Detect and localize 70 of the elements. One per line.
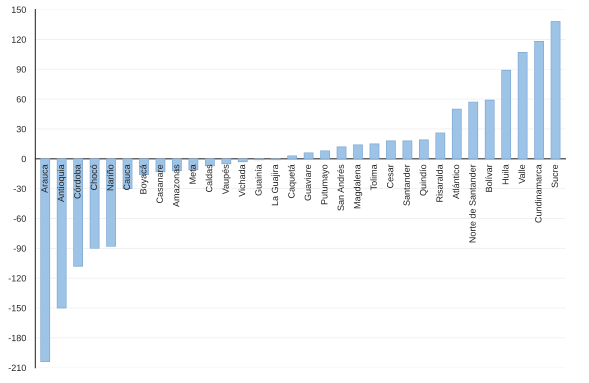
bar (287, 155, 298, 160)
bar (402, 140, 412, 160)
x-tick-label: Antioquia (57, 164, 66, 202)
y-tick-label: -210 (8, 364, 26, 372)
x-tick-label: Amazonas (173, 164, 180, 207)
x-tick-label: Guaviare (304, 164, 312, 201)
bar (304, 152, 314, 160)
x-tick-label: Boyacá (140, 164, 148, 194)
x-tick-label: Cundinamarca (534, 164, 542, 223)
x-tick-label: Nariño (106, 164, 114, 190)
x-tick-label: Risaralda (436, 164, 443, 202)
x-tick-label: Sucre (552, 164, 558, 188)
bar (484, 100, 495, 160)
y-tick-label: -90 (14, 245, 26, 252)
x-tick-label: San Andrés (337, 164, 344, 211)
y-tick-label: -120 (8, 275, 26, 282)
bar (518, 52, 528, 160)
x-tick-label: Arauca (41, 164, 48, 193)
y-tick-label: 150 (12, 6, 26, 13)
bar (550, 21, 560, 160)
x-tick-label: Tolima (370, 164, 377, 190)
bar (452, 108, 462, 160)
bar (353, 144, 363, 160)
x-tick-label: Norte de Santander (469, 164, 476, 242)
bar (370, 144, 380, 160)
bar (204, 158, 215, 166)
x-tick-label: Chocó (90, 164, 98, 190)
y-tick-label: 90 (16, 66, 26, 73)
x-tick-label: Meta (190, 164, 196, 184)
x-tick-label: Valle (518, 164, 526, 184)
x-tick-label: Santander (403, 164, 410, 206)
bar (386, 140, 396, 160)
x-tick-label: Caquetá (288, 164, 296, 198)
bar (238, 158, 248, 162)
y-tick-label: -180 (8, 334, 26, 342)
x-tick-label: Córdoba (74, 164, 81, 199)
bar (336, 146, 346, 160)
y-tick-label: 30 (16, 126, 26, 132)
bar (221, 158, 232, 164)
x-tick-label: Putumayo (321, 164, 330, 204)
y-tick-label: -30 (14, 186, 26, 192)
x-tick-label: Quindío (420, 164, 428, 196)
x-tick-label: Guainía (254, 164, 262, 196)
bar (90, 158, 100, 249)
x-tick-label: Magdalena (354, 164, 362, 208)
x-tick-label: Cauca (124, 164, 130, 190)
x-tick-label: Vichada (238, 164, 246, 197)
y-tick-label: 60 (16, 96, 26, 102)
x-tick-label: Cesar (386, 164, 394, 188)
x-tick-label: La Guajira (271, 164, 280, 206)
y-tick-label: 0 (22, 156, 26, 162)
bar (73, 158, 84, 267)
bar (468, 102, 478, 160)
bar (320, 150, 330, 160)
bar (534, 41, 544, 160)
x-tick-label: Bolívar (485, 164, 492, 192)
bar (106, 158, 116, 247)
bar (40, 158, 50, 362)
x-tick-label: Vaupés (222, 164, 231, 194)
bar (56, 158, 67, 308)
x-tick-label: Caldas (206, 164, 212, 192)
x-tick-label: Atlántico (452, 164, 460, 199)
x-tick-label: Casanare (156, 164, 163, 204)
y-tick-label: -150 (8, 304, 26, 312)
bar (418, 140, 429, 160)
bar (435, 132, 446, 160)
x-tick-label: Huila (502, 164, 509, 184)
y-tick-label: -60 (14, 215, 26, 222)
bar (501, 70, 512, 160)
y-tick-label: 120 (12, 36, 26, 43)
